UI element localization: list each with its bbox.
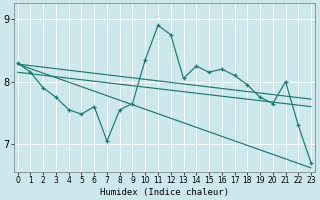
X-axis label: Humidex (Indice chaleur): Humidex (Indice chaleur)	[100, 188, 229, 197]
